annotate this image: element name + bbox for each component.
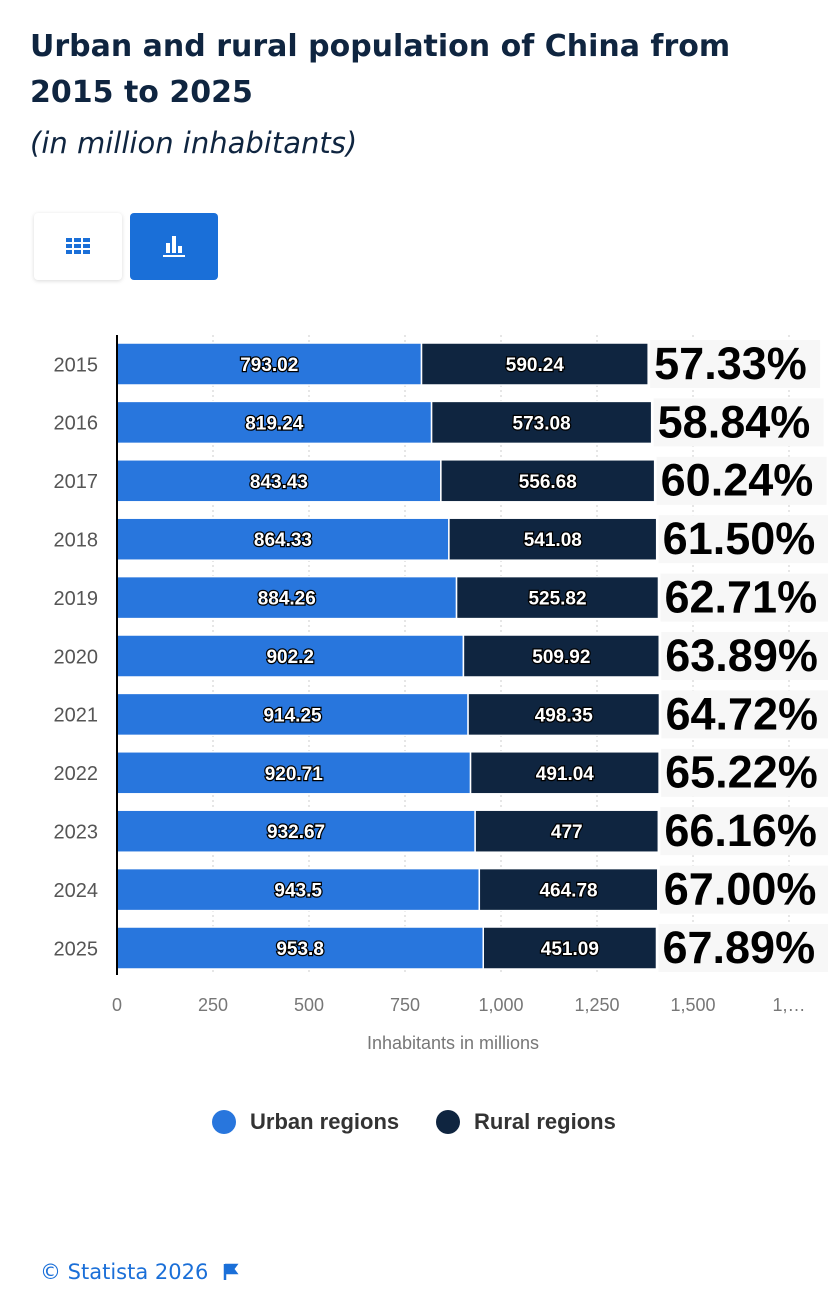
annotation-background	[650, 340, 821, 388]
chart-title: Urban and rural population of China from…	[30, 29, 731, 110]
data-label: 793.02	[240, 355, 298, 376]
annotation-background	[656, 456, 827, 505]
bar-segment	[467, 692, 661, 737]
annotation: 60.24%	[661, 455, 814, 506]
annotation: 57.33%	[654, 338, 807, 389]
annotation: 58.84%	[658, 396, 811, 447]
y-tick-label: 2015	[54, 354, 99, 376]
annotation-background	[660, 573, 828, 622]
bar-segment	[116, 342, 423, 386]
bar-segment	[440, 459, 656, 503]
chart: 0 250 500 750 1,000 1,250 1,500 1,… Inhabitants …	[53, 335, 828, 1134]
bar-segment	[462, 634, 661, 678]
data-label: 953.8	[276, 939, 324, 960]
bar-segment	[448, 517, 658, 561]
flag-icon[interactable]	[223, 1263, 239, 1281]
x-tick-label: 750	[390, 995, 420, 1015]
annotation: 62.71%	[664, 571, 817, 622]
y-tick-label: 2016	[54, 413, 99, 435]
data-label: 902.2	[266, 647, 314, 668]
x-tick-label: 1,250	[574, 995, 619, 1015]
y-tick-label: 2018	[54, 529, 99, 551]
data-label: 914.25	[263, 705, 322, 726]
data-label: 932.67	[267, 822, 325, 843]
bar-segment	[116, 692, 469, 737]
data-label: 498.35	[535, 705, 594, 726]
table-icon	[66, 238, 90, 254]
data-label: 943.5	[274, 881, 322, 902]
data-label: 843.43	[250, 472, 308, 493]
y-tick-label: 2021	[54, 705, 99, 727]
x-tick-label: 500	[294, 995, 324, 1015]
footer: © Statista 2026	[40, 1260, 239, 1284]
data-label: 556.68	[519, 472, 577, 493]
chart-icon	[163, 236, 185, 257]
x-tick-label: 1,500	[670, 995, 715, 1015]
annotation: 65.22%	[665, 747, 818, 798]
data-label: 464.78	[539, 881, 597, 902]
data-label: 864.33	[254, 530, 312, 551]
bar-segment	[430, 400, 653, 445]
annotation: 63.89%	[665, 630, 818, 681]
y-tick-label: 2022	[54, 763, 99, 785]
annotation-background	[660, 807, 828, 856]
bar-segment	[116, 809, 476, 853]
copyright: © Statista 2026	[40, 1260, 209, 1284]
table-view-button[interactable]	[34, 213, 122, 280]
x-tick-label: 0	[112, 995, 122, 1015]
bar-segment	[116, 751, 472, 795]
bar-segment	[482, 926, 658, 970]
annotation: 61.50%	[663, 513, 816, 564]
annotation-background	[658, 924, 828, 972]
annotation-background	[658, 515, 828, 564]
data-label: 491.04	[536, 764, 595, 785]
bar-segment	[116, 517, 450, 561]
bar-segment	[455, 575, 660, 620]
data-label: 477	[551, 822, 583, 843]
y-tick-label: 2017	[54, 471, 99, 493]
data-label: 525.82	[528, 589, 586, 610]
y-tick-label: 2020	[54, 646, 99, 668]
data-label: 509.92	[532, 647, 590, 668]
data-label: 590.24	[506, 355, 565, 376]
legend-label: Rural regions	[474, 1109, 616, 1134]
data-label: 573.08	[513, 413, 571, 434]
bar-segment	[420, 342, 649, 386]
annotation: 67.00%	[664, 863, 817, 914]
bar-segment	[469, 751, 660, 795]
chart-view-button[interactable]	[130, 213, 218, 280]
x-axis-label: Inhabitants in millions	[367, 1033, 539, 1053]
annotation-background	[661, 632, 828, 680]
y-tick-label: 2023	[54, 821, 99, 843]
data-label: 451.09	[541, 939, 599, 960]
legend-marker	[436, 1110, 460, 1134]
data-label: 819.24	[245, 413, 304, 434]
annotation-background	[661, 690, 828, 739]
bar-segment	[474, 809, 660, 853]
y-tick-label: 2019	[54, 588, 99, 610]
bar-segment	[116, 575, 458, 620]
x-tick-label: 250	[198, 995, 228, 1015]
annotation: 67.89%	[662, 922, 815, 973]
bar-segment	[478, 867, 659, 912]
legend-label: Urban regions	[250, 1109, 399, 1134]
y-tick-label: 2024	[54, 880, 99, 902]
annotation: 66.16%	[664, 805, 817, 856]
annotation-background	[653, 398, 824, 447]
y-tick-label: 2025	[54, 938, 99, 960]
annotation-background	[659, 865, 828, 914]
annotation-background	[661, 748, 828, 797]
annotation: 64.72%	[665, 688, 818, 739]
bar-segment	[116, 634, 465, 678]
x-tick-label: 1,000	[478, 995, 523, 1015]
data-label: 884.26	[258, 589, 316, 610]
legend-marker	[212, 1110, 236, 1134]
x-tick-label: 1,…	[772, 995, 805, 1015]
data-label: 920.71	[265, 764, 324, 785]
data-label: 541.08	[524, 530, 582, 551]
chart-subtitle: (in million inhabitants)	[30, 126, 358, 160]
bar-segment	[116, 926, 485, 970]
